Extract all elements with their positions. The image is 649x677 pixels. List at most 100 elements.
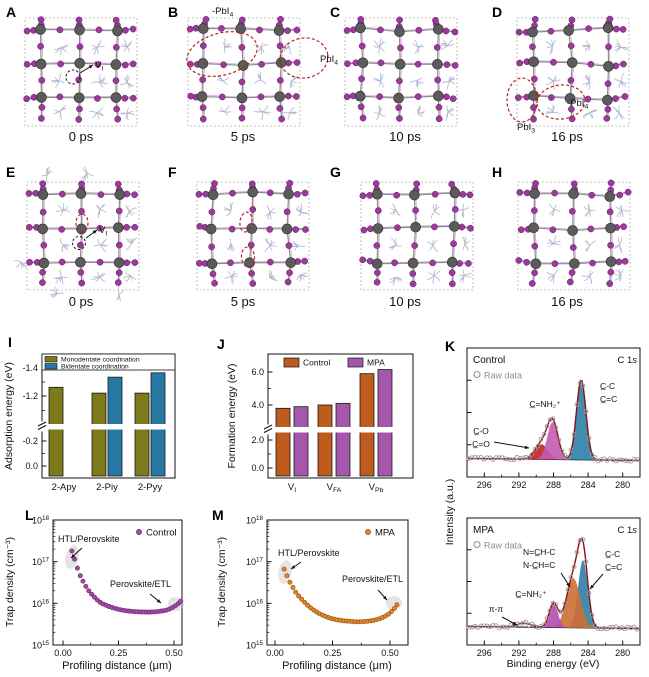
molecule-bond xyxy=(127,243,132,249)
organic-molecule xyxy=(417,105,425,117)
iodine-atom xyxy=(283,208,291,216)
molecule-bond xyxy=(125,206,130,212)
molecule-bond xyxy=(432,275,435,282)
molecule-bond xyxy=(581,274,584,277)
raw-data-point xyxy=(538,436,544,442)
peak-label: C̲=O xyxy=(472,439,490,449)
iodine-atom xyxy=(451,28,459,36)
time-label-h: 16 ps xyxy=(551,294,583,309)
iodine-atom xyxy=(292,226,300,233)
molecule-bond xyxy=(414,44,419,49)
organic-molecule xyxy=(615,205,630,218)
spectrum-title: Control xyxy=(473,355,505,366)
lead-atom xyxy=(74,24,85,36)
molecule-bond xyxy=(257,73,260,76)
lead-atom xyxy=(394,58,406,70)
molecule-bond xyxy=(553,237,556,244)
iodine-atom xyxy=(200,42,207,50)
molecule-bond xyxy=(84,172,88,179)
main: PbI xyxy=(320,54,334,65)
molecule-bond xyxy=(130,213,133,216)
lead-atom xyxy=(38,257,50,269)
panel-letter-a: A xyxy=(6,4,17,20)
lead-atom xyxy=(371,258,383,270)
molecule-bond xyxy=(409,81,412,84)
molecule-bond xyxy=(303,274,306,277)
raw-data-point xyxy=(556,437,562,443)
molecule-bond xyxy=(549,205,555,210)
molecule-bond xyxy=(411,80,417,82)
axis-break-gap xyxy=(39,421,45,432)
molecule-bond xyxy=(292,107,295,109)
molecule-bond xyxy=(462,271,465,276)
raw-data-legend-label: Raw data xyxy=(484,371,522,381)
molecule-bond xyxy=(46,167,48,171)
molecule-bond xyxy=(257,74,259,77)
molecule-bond xyxy=(130,41,132,45)
organic-molecule xyxy=(612,105,625,121)
italic-part: s xyxy=(632,355,637,366)
molecule-bond xyxy=(96,44,100,48)
molecule-bond xyxy=(615,207,618,209)
panel-C: C 10 ps xyxy=(324,0,486,160)
raw-data-point xyxy=(628,625,634,631)
bar xyxy=(275,407,291,477)
molecule-bond xyxy=(97,215,100,219)
organic-molecule xyxy=(545,75,561,90)
arrowhead xyxy=(92,230,97,234)
molecule-bond xyxy=(622,72,625,76)
raw-data-point xyxy=(577,538,583,543)
molecule-bond xyxy=(452,76,455,79)
molecule-bond xyxy=(587,205,591,212)
molecule-bond xyxy=(59,280,62,283)
molecule-bond xyxy=(380,38,382,41)
vacancy-circle xyxy=(65,69,81,85)
subscript: 4 xyxy=(584,104,588,111)
molecule-bond xyxy=(122,82,128,85)
y-tick-label: 1015 xyxy=(32,640,50,651)
molecule-bond xyxy=(91,110,98,114)
molecule-bond xyxy=(253,44,257,46)
molecule-bond xyxy=(582,114,585,118)
iodine-atom xyxy=(199,115,207,123)
organic-molecule xyxy=(296,272,309,282)
molecule-bond xyxy=(59,111,62,118)
y-axis-label: Trap density (cm⁻³) xyxy=(216,537,228,627)
molecule-bond xyxy=(555,77,557,80)
iodine-atom xyxy=(293,190,301,198)
molecule-bond xyxy=(389,212,392,215)
raw-data-point xyxy=(493,623,499,629)
molecule-bond xyxy=(445,118,448,121)
molecule-bond xyxy=(269,208,274,213)
molecule-bond xyxy=(296,278,298,281)
iodine-atom xyxy=(603,115,611,122)
molecule-bond xyxy=(82,168,85,171)
iodine-atom xyxy=(429,259,436,267)
x-axis-label: Profiling distance (μm) xyxy=(62,660,172,672)
main: -PbI xyxy=(567,98,584,109)
molecule-bond xyxy=(613,78,617,81)
molecule-bond xyxy=(61,210,64,215)
molecule-bond xyxy=(224,44,229,48)
iodine-atom xyxy=(584,95,592,103)
molecule-bond xyxy=(270,217,273,220)
molecule-bond xyxy=(99,74,101,77)
iodine-atom xyxy=(568,16,576,24)
lead-atom xyxy=(604,191,616,202)
molecule-bond xyxy=(612,106,615,109)
organic-molecule xyxy=(374,104,386,120)
molecule-bond xyxy=(447,40,452,47)
iodine-atom xyxy=(414,93,422,100)
y-tick-label: 2.0 xyxy=(251,435,264,445)
molecule-bond xyxy=(56,292,62,295)
lead-atom xyxy=(355,22,366,34)
y-tick-label: -1.4 xyxy=(22,363,38,373)
raw-data-point xyxy=(616,625,622,631)
data-point xyxy=(178,598,184,604)
organic-molecule xyxy=(581,40,591,52)
raw-data-point xyxy=(466,625,472,630)
y-tick-label: -0.2 xyxy=(22,436,38,446)
organic-molecule xyxy=(81,166,94,181)
molecule-bond xyxy=(435,249,438,252)
